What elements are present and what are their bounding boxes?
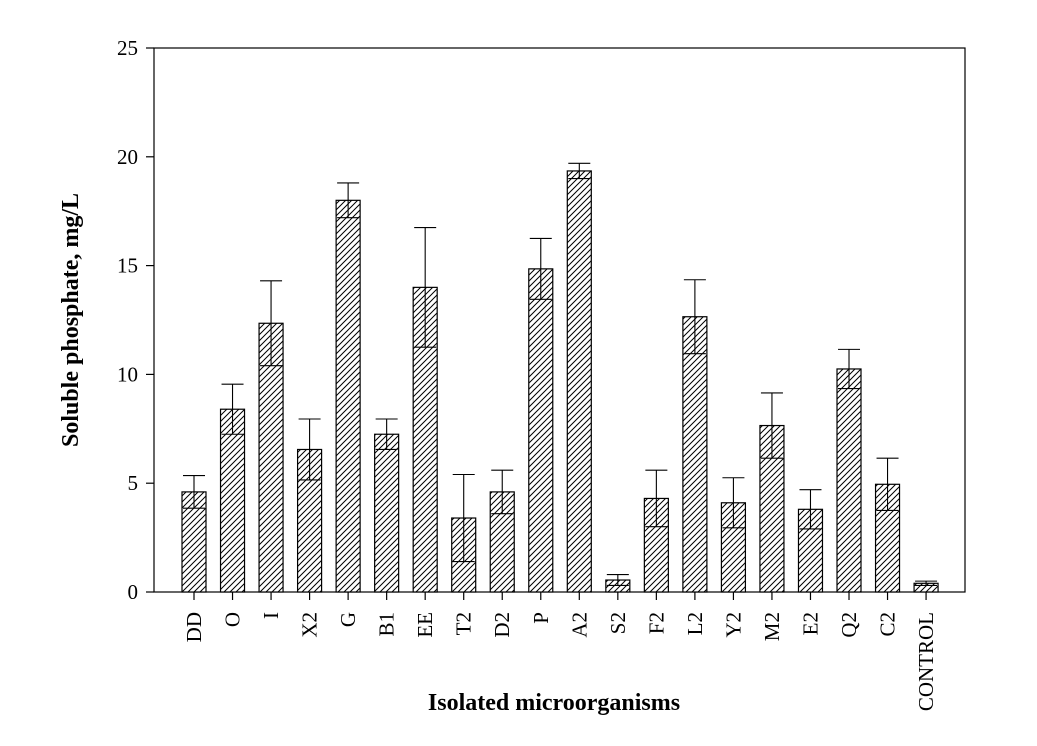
x-tick-label: B1 <box>375 612 399 637</box>
x-axis: DD O I X2 G B1 EE T2 D2 P A2 S2 F2 L2 Y2 M2 E2 Q2 C2 CONTRO… <box>182 592 938 711</box>
x-tick-label: O <box>221 612 245 627</box>
x-tick-label: F2 <box>644 612 668 634</box>
error-bar-b1 <box>375 418 398 451</box>
x-tick-label: A2 <box>567 612 591 638</box>
x-axis-title: Isolated microorganisms <box>428 690 680 716</box>
y-axis-title: Soluble phosphate, mg/L <box>58 193 84 447</box>
error-bar-l2 <box>683 279 706 355</box>
x-tick-label: G <box>336 612 360 627</box>
error-bar-q2 <box>838 348 861 390</box>
error-bar-a2 <box>568 162 591 180</box>
y-tick-label: 5 <box>128 471 139 495</box>
x-tick-label: Q2 <box>837 612 861 638</box>
error-bar-t2 <box>452 473 475 563</box>
x-tick-label: S2 <box>606 612 630 634</box>
error-bar-control <box>915 580 938 587</box>
error-bar-c2 <box>876 457 899 511</box>
y-tick-label: 10 <box>117 362 138 386</box>
y-tick-label: 15 <box>117 254 138 278</box>
error-bar-i <box>260 280 283 367</box>
x-tick-label: C2 <box>876 612 900 637</box>
x-tick-label: D2 <box>490 612 514 638</box>
error-bar-d2 <box>491 469 514 515</box>
x-tick-label: T2 <box>452 612 476 635</box>
x-tick-label: EE <box>413 612 437 638</box>
y-tick-label: 20 <box>117 145 138 169</box>
plot-frame <box>153 47 966 593</box>
x-tick-label: X2 <box>298 612 322 638</box>
error-bar-e2 <box>799 489 822 530</box>
error-bar-o <box>221 383 244 435</box>
bar-q2 <box>836 368 862 593</box>
bar-a2 <box>566 170 592 593</box>
y-axis: 0 5 10 15 20 25 <box>117 36 154 604</box>
y-tick-label: 25 <box>117 36 138 60</box>
error-bar-x2 <box>298 418 321 481</box>
x-tick-label: Y2 <box>721 612 745 638</box>
error-bar-ee <box>414 226 437 348</box>
bar-series <box>181 162 939 593</box>
error-bar-dd <box>183 475 205 509</box>
bar-l2 <box>682 316 708 593</box>
error-bar-s2 <box>606 574 629 587</box>
error-bar-y2 <box>722 477 745 529</box>
error-bar-f2 <box>645 469 668 528</box>
bar-o <box>219 408 246 593</box>
bar-g <box>335 199 361 593</box>
x-tick-label: CONTROL <box>914 612 938 711</box>
x-tick-label: M2 <box>760 612 784 641</box>
x-tick-label: P <box>529 612 553 624</box>
x-tick-label: E2 <box>798 612 822 635</box>
bar-b1 <box>374 433 400 593</box>
error-bar-p <box>529 237 552 300</box>
x-tick-label: DD <box>182 612 206 642</box>
y-tick-label: 0 <box>128 580 139 604</box>
error-bar-g <box>337 182 360 219</box>
x-tick-label: L2 <box>683 612 707 635</box>
error-bar-m2 <box>760 392 783 459</box>
x-tick-label: I <box>259 612 283 619</box>
bar-p <box>528 268 554 593</box>
